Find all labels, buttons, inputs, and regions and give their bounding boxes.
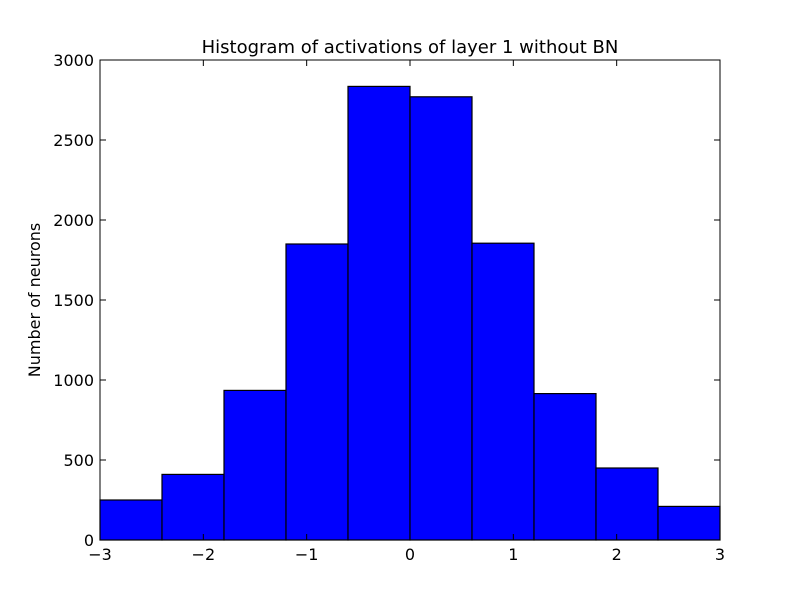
histogram-bar	[595, 467, 659, 541]
histogram-bar	[161, 473, 225, 541]
x-tick-label: 3	[715, 545, 725, 564]
histogram-bar	[223, 389, 287, 541]
tick-labels-group: −3 −2 −1 0 1 2 3 0 500 1000 1500 2000 2500 3000	[53, 51, 725, 564]
y-tick-label: 0	[84, 531, 94, 550]
y-tick-label: 2000	[53, 211, 94, 230]
histogram-bar	[471, 242, 535, 541]
histogram-bar	[657, 505, 721, 541]
histogram-bar	[409, 96, 473, 541]
y-tick-label: 3000	[53, 51, 94, 70]
histogram-bar	[285, 243, 349, 541]
x-tick-label: −3	[88, 545, 112, 564]
histogram-bar	[99, 499, 163, 541]
y-tick-label: 1500	[53, 291, 94, 310]
x-tick-label: 2	[612, 545, 622, 564]
chart-title: Histogram of activations of layer 1 with…	[202, 37, 619, 58]
bars-group	[99, 85, 721, 541]
y-tick-label: 500	[63, 451, 94, 470]
histogram-bar	[347, 85, 411, 541]
x-tick-label: −1	[295, 545, 319, 564]
histogram-bar	[533, 393, 597, 541]
x-tick-label: 0	[405, 545, 415, 564]
y-tick-label: 1000	[53, 371, 94, 390]
y-tick-label: 2500	[53, 131, 94, 150]
x-tick-label: 1	[508, 545, 518, 564]
x-tick-label: −2	[192, 545, 216, 564]
plot-frame	[99, 59, 721, 541]
y-axis-label: Number of neurons	[25, 223, 44, 377]
